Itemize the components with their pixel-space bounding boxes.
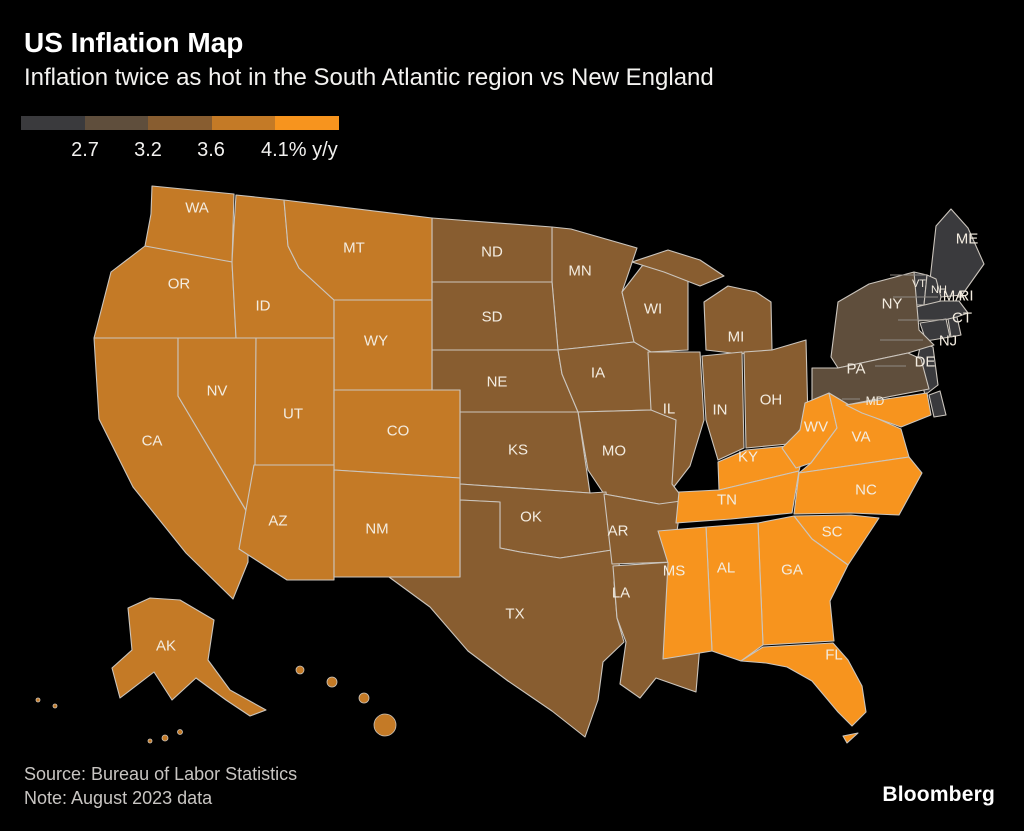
state-label-ct: CT bbox=[952, 310, 972, 327]
chart-title: US Inflation Map bbox=[24, 27, 244, 58]
state-label-ca: CA bbox=[142, 433, 163, 450]
state-ms bbox=[657, 526, 713, 660]
legend-swatch-4 bbox=[275, 116, 339, 130]
footer-notes: Source: Bureau of Labor Statistics Note:… bbox=[24, 762, 297, 810]
state-label-ma: MA bbox=[943, 288, 966, 305]
legend-swatch-2 bbox=[148, 116, 212, 130]
state-label-fl: FL bbox=[825, 647, 843, 664]
state-label-nc: NC bbox=[855, 482, 877, 499]
legend-tick-labels: 2.7 3.2 3.6 4.1% y/y bbox=[21, 130, 381, 161]
state-ga bbox=[757, 515, 849, 646]
state-label-de: DE bbox=[915, 354, 936, 371]
state-label-pa: PA bbox=[847, 361, 866, 378]
state-tn bbox=[675, 470, 800, 524]
state-ri bbox=[947, 316, 962, 338]
source-line: Source: Bureau of Labor Statistics bbox=[24, 764, 298, 784]
island-ak bbox=[161, 734, 169, 742]
state-label-oh: OH bbox=[760, 392, 783, 409]
state-az bbox=[238, 464, 335, 581]
state-label-mn: MN bbox=[568, 263, 591, 280]
note-line: Note: August 2023 data bbox=[24, 788, 213, 808]
island-hi bbox=[295, 665, 305, 675]
state-ut bbox=[254, 337, 335, 466]
state-label-ne: NE bbox=[487, 374, 508, 391]
state-label-nv: NV bbox=[207, 383, 228, 400]
state-label-wv: WV bbox=[804, 419, 828, 436]
state-al bbox=[705, 522, 764, 662]
state-in bbox=[701, 351, 745, 461]
state-me bbox=[928, 208, 985, 298]
state-label-al: AL bbox=[717, 560, 735, 577]
state-label-nm: NM bbox=[365, 521, 388, 538]
state-md bbox=[845, 392, 932, 428]
state-label-mi: MI bbox=[728, 329, 745, 346]
legend-swatch-1 bbox=[84, 116, 149, 130]
state-fl bbox=[740, 642, 867, 744]
state-label-wy: WY bbox=[364, 333, 388, 350]
island-hi bbox=[373, 713, 397, 737]
state-label-ak: AK bbox=[156, 638, 176, 655]
state-label-wi: WI bbox=[644, 301, 662, 318]
state-label-ga: GA bbox=[781, 562, 803, 579]
state-ia bbox=[557, 341, 659, 413]
color-scale-legend: 2.7 3.2 3.6 4.1% y/y bbox=[21, 116, 381, 161]
state-ak bbox=[111, 597, 267, 717]
chart-subtitle: Inflation twice as hot in the South Atla… bbox=[24, 63, 714, 91]
island-ak bbox=[177, 729, 183, 735]
state-nc bbox=[793, 456, 923, 516]
state-label-vt: VT bbox=[912, 278, 926, 290]
legend-tick-label: 2.7 bbox=[71, 139, 99, 161]
legend-tick-label: 3.2 bbox=[134, 139, 162, 161]
island-ak bbox=[147, 738, 153, 744]
state-label-co: CO bbox=[387, 423, 410, 440]
legend-color-bar bbox=[21, 116, 339, 130]
state-label-wa: WA bbox=[185, 200, 209, 217]
bloomberg-logo: Bloomberg bbox=[882, 783, 995, 806]
state-label-la: LA bbox=[612, 585, 630, 602]
state-label-in: IN bbox=[713, 402, 728, 419]
island-ak bbox=[35, 697, 41, 703]
state-label-nh: NH bbox=[931, 284, 947, 296]
state-label-va: VA bbox=[852, 429, 871, 446]
state-or bbox=[93, 245, 237, 339]
state-mo bbox=[577, 409, 689, 506]
legend-swatch-0 bbox=[21, 116, 85, 130]
island-hi bbox=[326, 676, 338, 688]
state-label-ia: IA bbox=[591, 365, 605, 382]
state-label-nj: NJ bbox=[939, 333, 957, 350]
state-label-az: AZ bbox=[268, 513, 287, 530]
state-label-ny: NY bbox=[882, 296, 903, 313]
state-label-sc: SC bbox=[822, 524, 843, 541]
state-label-id: ID bbox=[256, 298, 271, 315]
state-label-ar: AR bbox=[608, 523, 629, 540]
state-label-me: ME bbox=[956, 231, 979, 248]
header: US Inflation Map Inflation twice as hot … bbox=[24, 27, 714, 92]
state-label-ut: UT bbox=[283, 406, 303, 423]
state-label-ks: KS bbox=[508, 442, 528, 459]
state-label-nd: ND bbox=[481, 244, 503, 261]
state-label-ok: OK bbox=[520, 509, 542, 526]
state-label-or: OR bbox=[168, 276, 191, 293]
legend-tick-label: 3.6 bbox=[197, 139, 225, 161]
state-label-md: MD bbox=[866, 394, 885, 408]
state-label-ri: RI bbox=[959, 288, 974, 305]
state-nm bbox=[333, 469, 461, 578]
state-label-tn: TN bbox=[717, 492, 737, 509]
state-label-mt: MT bbox=[343, 240, 365, 257]
state-label-ky: KY bbox=[738, 449, 758, 466]
island-ak bbox=[52, 703, 58, 709]
state-label-ms: MS bbox=[663, 563, 686, 580]
state-label-mo: MO bbox=[602, 443, 626, 460]
state-label-il: IL bbox=[663, 401, 676, 418]
state-label-tx: TX bbox=[505, 606, 524, 623]
state-label-sd: SD bbox=[482, 309, 503, 326]
legend-swatch-3 bbox=[211, 116, 276, 130]
legend-tick-label: 4.1% y/y bbox=[261, 139, 338, 161]
state-de bbox=[928, 390, 947, 418]
island-hi bbox=[358, 692, 370, 704]
state-tx bbox=[388, 499, 625, 738]
